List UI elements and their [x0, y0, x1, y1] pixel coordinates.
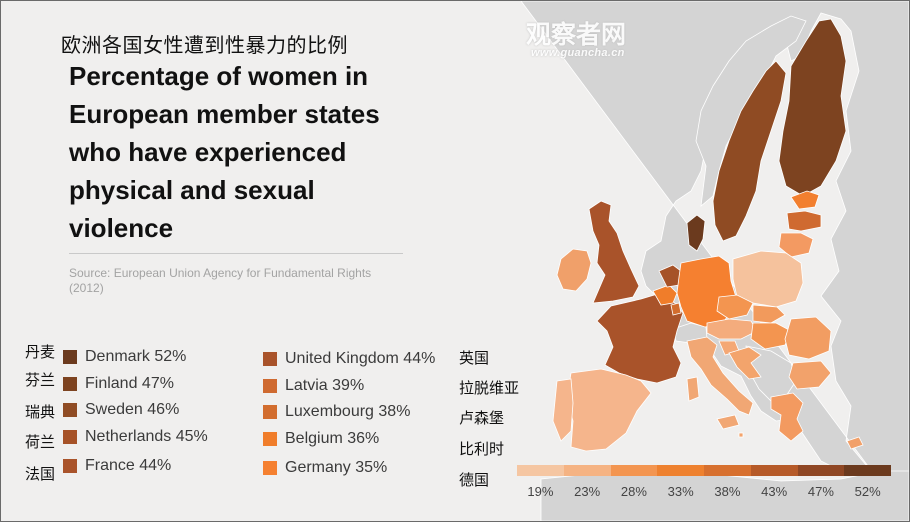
legend-label: United Kingdom 44% [285, 350, 436, 367]
legend-swatch [263, 405, 277, 419]
scale-segment [610, 465, 658, 476]
scale-tick-label: 52% [854, 484, 881, 499]
scale-segment [797, 465, 845, 476]
legend-item-belgium: Belgium 36% [263, 427, 379, 451]
legend-swatch [263, 379, 277, 393]
color-scale: 19% 23% 28% 33% 38% 43% 47% 52% [517, 465, 891, 499]
legend-cn-netherlands: 荷兰 [25, 433, 56, 451]
legend-item-france: France 44% [63, 454, 171, 478]
scale-segment [563, 465, 611, 476]
legend-item-latvia: Latvia 39% [263, 374, 364, 398]
legend-item-denmark: Denmark 52% [63, 345, 186, 369]
map-country-greece [770, 392, 804, 442]
map-country-finland [778, 18, 847, 197]
map-country-italy-sardinia [686, 376, 700, 402]
map-country-sweden [712, 60, 787, 242]
scale-tick-label: 43% [761, 484, 788, 499]
map-country-romania [784, 316, 832, 360]
chinese-title: 欧洲各国女性遭到性暴力的比例 [61, 33, 348, 57]
legend-cn-germany: 德国 [459, 471, 490, 489]
legend-label: Germany 35% [285, 459, 388, 476]
legend-label: Finland 47% [85, 375, 174, 392]
map-country-italy-sicily [716, 414, 740, 430]
map-country-lithuania [778, 232, 814, 258]
legend-cn-luxembourg: 卢森堡 [459, 409, 505, 427]
legend-label: Sweden 46% [85, 401, 180, 418]
map-country-austria [706, 318, 758, 340]
legend-swatch [63, 350, 77, 364]
scale-segment [844, 465, 891, 476]
map-country-malta [738, 432, 744, 438]
scale-segment [704, 465, 751, 476]
source-note: Source: European Union Agency for Fundam… [69, 266, 372, 295]
title-divider [69, 253, 403, 254]
map-country-estonia [790, 190, 820, 210]
legend-label: Netherlands 45% [85, 428, 208, 445]
legend-cn-france: 法国 [25, 465, 56, 483]
scale-segment [750, 465, 798, 476]
scale-tick-label: 38% [714, 484, 741, 499]
legend-swatch [63, 459, 77, 473]
legend-cn-united-kingdom: 英国 [459, 349, 490, 367]
map-country-poland [732, 250, 804, 308]
map-country-latvia [786, 210, 822, 232]
map-country-united-kingdom [588, 200, 640, 304]
legend-item-united-kingdom: United Kingdom 44% [263, 347, 435, 371]
scale-tick-label: 33% [667, 484, 694, 499]
legend-item-sweden: Sweden 46% [63, 398, 179, 422]
scale-segment [517, 465, 564, 476]
legend-label: Luxembourg 38% [285, 403, 411, 420]
watermark-url: www.guancha.cn [531, 47, 625, 59]
legend-cn-denmark: 丹麦 [25, 343, 56, 361]
map-country-italy [686, 336, 754, 416]
legend-swatch [63, 377, 77, 391]
legend-cn-belgium: 比利时 [459, 440, 505, 458]
legend-cn-sweden: 瑞典 [25, 403, 56, 421]
map-country-luxembourg [670, 302, 682, 316]
legend-label: Latvia 39% [285, 377, 365, 394]
legend-swatch [263, 352, 277, 366]
scale-tick-label: 23% [574, 484, 601, 499]
scale-tick-label: 19% [527, 484, 554, 499]
legend-swatch [63, 430, 77, 444]
legend-swatch [63, 403, 77, 417]
legend-item-luxembourg: Luxembourg 38% [263, 400, 410, 424]
legend-cn-finland: 芬兰 [25, 371, 56, 389]
legend-item-germany: Germany 35% [263, 456, 387, 480]
watermark-logo: 观察者网 [526, 20, 627, 49]
map-country-croatia [728, 346, 762, 380]
map-country-france [596, 292, 684, 384]
map-country-bulgaria [788, 360, 832, 390]
legend-swatch [263, 461, 277, 475]
legend-item-finland: Finland 47% [63, 372, 174, 396]
legend-item-netherlands: Netherlands 45% [63, 425, 208, 449]
scale-tick-label: 47% [807, 484, 834, 499]
legend-label: France 44% [85, 457, 172, 474]
scale-tick-label: 28% [620, 484, 647, 499]
map-country-denmark [686, 214, 706, 252]
scale-segment [657, 465, 704, 476]
english-title: Percentage of women in European member s… [69, 61, 380, 243]
legend-cn-latvia: 拉脱维亚 [459, 379, 520, 397]
color-scale-ticks: 19% 23% 28% 33% 38% 43% 47% 52% [517, 484, 891, 499]
legend-swatch [263, 432, 277, 446]
color-scale-bar [517, 465, 891, 476]
map-country-hungary [750, 322, 792, 350]
map-country-portugal [552, 378, 574, 442]
map-country-czech [716, 294, 754, 320]
map-country-cyprus [846, 436, 864, 450]
legend-label: Belgium 36% [285, 430, 380, 447]
map-country-spain [566, 368, 652, 452]
legend-label: Denmark 52% [85, 348, 187, 365]
map-country-slovakia [752, 304, 786, 324]
map-country-ireland [556, 248, 592, 292]
